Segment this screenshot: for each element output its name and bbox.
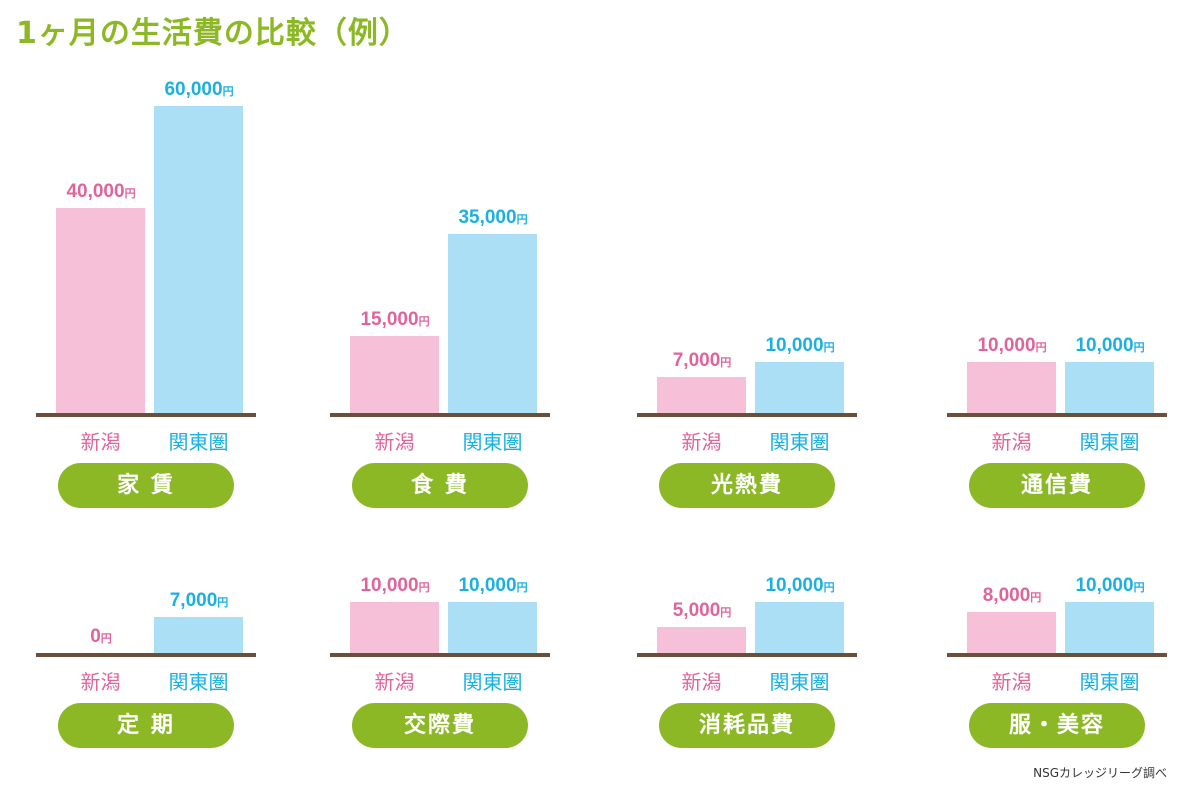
series-label: 新潟 (681, 670, 722, 694)
data-label: 10,000円 (740, 575, 860, 597)
category-pill: 光熱費 (659, 463, 835, 508)
unit-text: 円 (720, 607, 732, 620)
bar-kanto (154, 617, 243, 653)
series-label: 関東圏 (1079, 670, 1140, 694)
value-text: 10,000 (1075, 574, 1134, 596)
series-label: 新潟 (80, 430, 121, 454)
series-label: 関東圏 (168, 430, 229, 454)
unit-text: 円 (1035, 341, 1047, 354)
value-text: 5,000 (672, 600, 721, 622)
source-note: NSGカレッジリーグ調べ (1033, 766, 1167, 780)
value-text: 7,000 (169, 590, 218, 612)
value-text: 35,000 (458, 206, 517, 228)
category-pill: 服・美容 (969, 703, 1145, 748)
bar-niigata (967, 612, 1056, 653)
chart-title: 1ヶ月の生活費の比較（例） (16, 16, 410, 51)
value-text: 7,000 (672, 350, 721, 372)
axis-baseline (637, 653, 857, 657)
unit-text: 円 (1030, 592, 1042, 605)
data-label: 7,000円 (139, 590, 259, 612)
bar-niigata (657, 627, 746, 653)
axis-baseline (637, 413, 857, 417)
value-text: 0 (90, 626, 101, 647)
series-label: 関東圏 (769, 670, 830, 694)
unit-text: 円 (124, 188, 136, 201)
value-text: 60,000 (164, 79, 223, 100)
value-text: 40,000 (66, 181, 125, 203)
unit-text: 円 (1133, 581, 1145, 594)
bar-kanto (1065, 601, 1154, 653)
category-pill: 交際費 (352, 703, 528, 748)
data-label: 10,000円 (433, 575, 553, 597)
data-label: 7,000円 (642, 350, 762, 372)
category-pill: 定 期 (58, 703, 234, 748)
series-label: 新潟 (681, 430, 722, 454)
unit-text: 円 (516, 581, 528, 594)
data-label: 10,000円 (1050, 575, 1170, 597)
series-label: 関東圏 (769, 430, 830, 454)
axis-baseline (36, 413, 256, 417)
unit-text: 円 (222, 86, 234, 98)
data-label: 8,000円 (952, 585, 1072, 607)
series-label: 新潟 (374, 670, 415, 694)
unit-text: 円 (1133, 341, 1145, 354)
value-text: 10,000 (458, 574, 517, 596)
bar-niigata (967, 361, 1056, 413)
value-text: 10,000 (360, 574, 419, 596)
data-label: 15,000円 (335, 309, 455, 331)
axis-baseline (947, 653, 1167, 657)
bar-niigata (657, 377, 746, 413)
bar-kanto (154, 106, 243, 413)
series-label: 新潟 (80, 670, 121, 694)
unit-text: 円 (418, 316, 430, 329)
value-text: 10,000 (1075, 334, 1134, 356)
data-label: 60,000円 (139, 79, 259, 101)
unit-text: 円 (100, 633, 112, 645)
unit-text: 円 (823, 341, 835, 354)
category-pill: 食 費 (352, 463, 528, 508)
data-label: 35,000円 (433, 207, 553, 229)
category-pill: 家 賃 (58, 463, 234, 508)
bar-niigata (350, 601, 439, 653)
axis-baseline (947, 413, 1167, 417)
unit-text: 円 (418, 581, 430, 594)
data-label: 0円 (41, 626, 161, 648)
series-label: 新潟 (991, 670, 1032, 694)
data-label: 10,000円 (952, 335, 1072, 357)
bar-kanto (755, 601, 844, 653)
bar-kanto (1065, 361, 1154, 413)
value-text: 10,000 (765, 334, 824, 356)
series-label: 関東圏 (168, 670, 229, 694)
bar-kanto (448, 233, 537, 413)
value-text: 10,000 (977, 334, 1036, 356)
data-label: 10,000円 (740, 335, 860, 357)
unit-text: 円 (720, 357, 732, 370)
unit-text: 円 (217, 597, 229, 610)
value-text: 8,000 (982, 585, 1031, 607)
axis-baseline (330, 413, 550, 417)
data-label: 10,000円 (1050, 335, 1170, 357)
series-label: 新潟 (991, 430, 1032, 454)
category-pill: 消耗品費 (659, 703, 835, 748)
unit-text: 円 (516, 213, 528, 226)
series-label: 関東圏 (1079, 430, 1140, 454)
category-pill: 通信費 (969, 463, 1145, 508)
axis-baseline (36, 653, 256, 657)
unit-text: 円 (823, 581, 835, 594)
series-label: 関東圏 (462, 430, 523, 454)
value-text: 15,000 (360, 309, 419, 331)
data-label: 10,000円 (335, 575, 455, 597)
series-label: 関東圏 (462, 670, 523, 694)
data-label: 40,000円 (41, 181, 161, 203)
value-text: 10,000 (765, 574, 824, 596)
axis-baseline (330, 653, 550, 657)
bar-niigata (56, 208, 145, 413)
data-label: 5,000円 (642, 600, 762, 622)
bar-niigata (350, 336, 439, 413)
bar-kanto (755, 361, 844, 413)
series-label: 新潟 (374, 430, 415, 454)
bar-kanto (448, 601, 537, 653)
